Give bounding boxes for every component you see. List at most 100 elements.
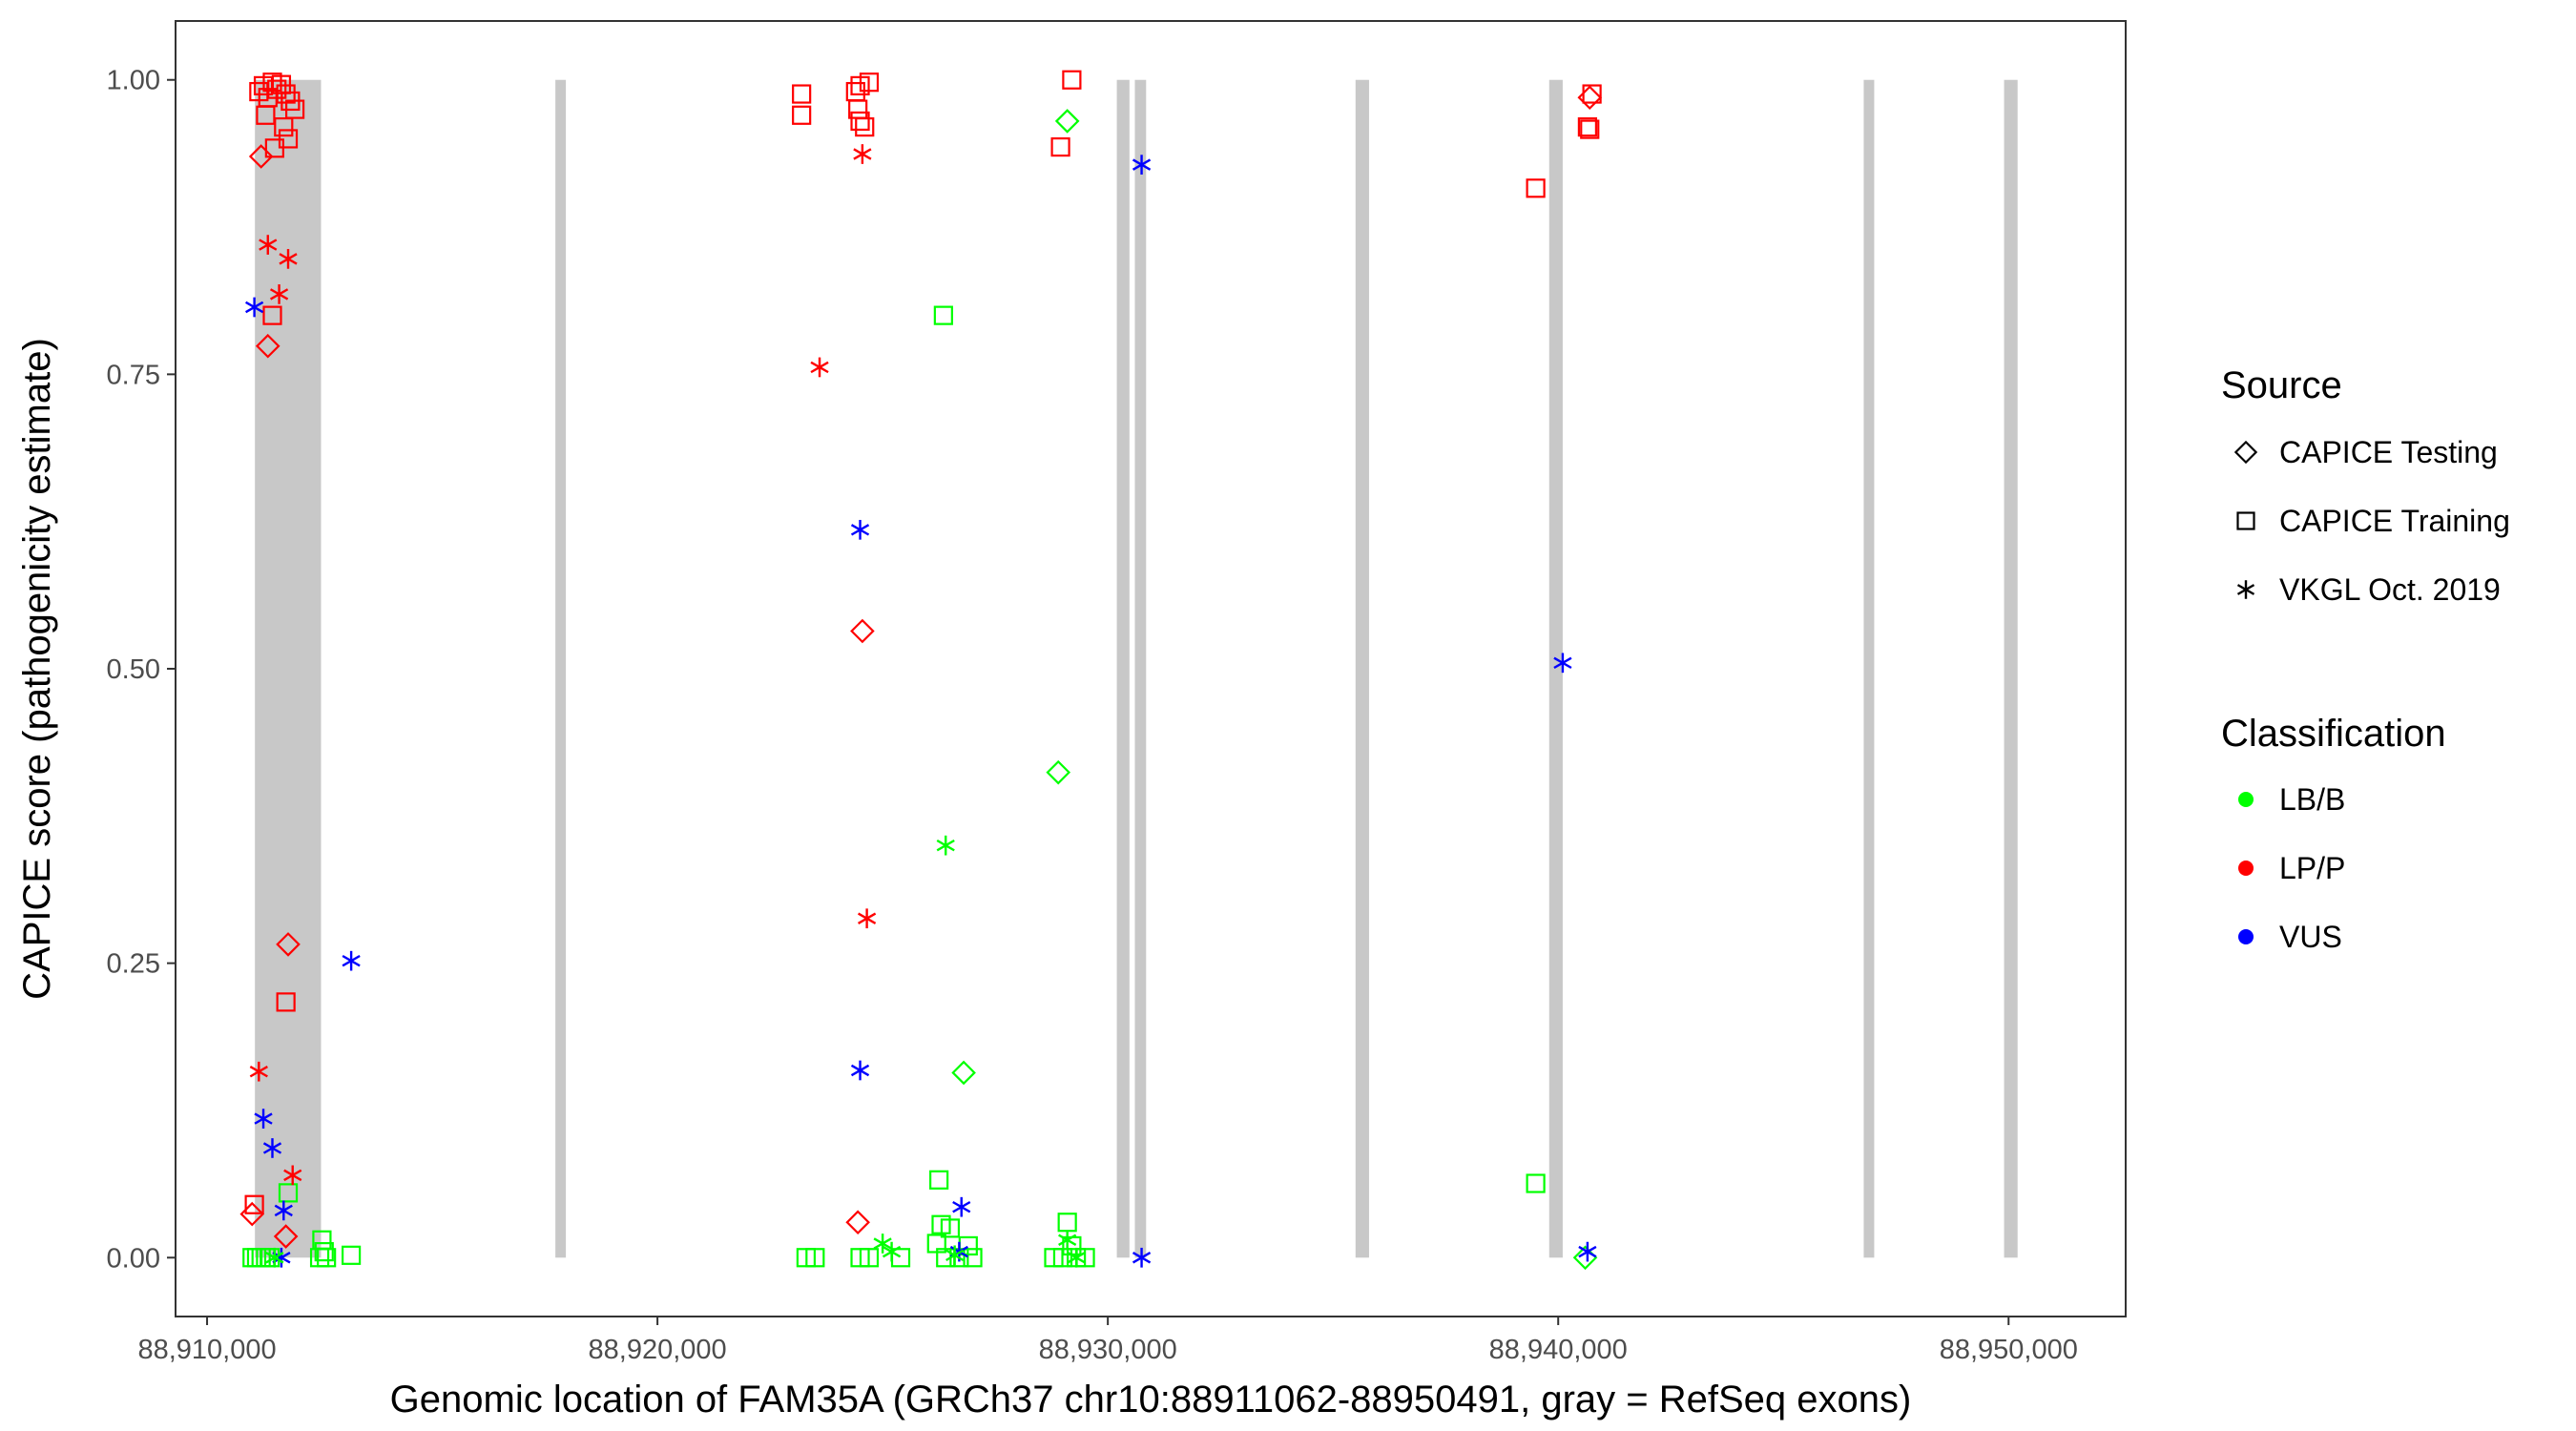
data-point bbox=[284, 99, 305, 119]
y-tick-label: 1.00 bbox=[107, 66, 160, 96]
data-point bbox=[952, 1196, 971, 1217]
data-point bbox=[859, 73, 880, 93]
data-point bbox=[882, 1241, 902, 1262]
data-point bbox=[262, 305, 282, 325]
exon-band-8 bbox=[2004, 79, 2018, 1258]
data-point bbox=[1582, 84, 1602, 104]
y-axis-title: CAPICE score (pathogenicity estimate) bbox=[16, 338, 58, 1000]
data-point bbox=[262, 1138, 282, 1158]
data-point bbox=[254, 1109, 273, 1129]
exon-band-2 bbox=[555, 79, 567, 1258]
data-point bbox=[1526, 178, 1546, 198]
data-point bbox=[255, 333, 280, 359]
data-point bbox=[792, 105, 812, 125]
data-point bbox=[342, 950, 361, 971]
data-point bbox=[283, 1165, 302, 1186]
legend-key-square bbox=[2236, 511, 2255, 530]
data-point bbox=[264, 138, 284, 158]
data-point bbox=[1046, 759, 1071, 785]
data-point bbox=[1580, 119, 1600, 139]
x-tick-label: 88,930,000 bbox=[1039, 1335, 1177, 1365]
y-tick-label: 0.50 bbox=[107, 654, 160, 685]
legend: Source CAPICE Testing CAPICE Training VKGL … bbox=[2221, 364, 2510, 954]
data-point bbox=[845, 1210, 870, 1235]
data-point bbox=[792, 84, 812, 104]
x-axis-title: Genomic location of FAM35A (GRCh37 chr10… bbox=[390, 1379, 1912, 1421]
data-point bbox=[1054, 109, 1080, 134]
y-axis: 0.00 0.25 0.50 0.75 1.00 bbox=[107, 66, 176, 1274]
data-point bbox=[276, 932, 301, 957]
data-point bbox=[858, 908, 877, 929]
x-tick-label: 88,920,000 bbox=[589, 1335, 727, 1365]
data-point bbox=[342, 1245, 362, 1265]
data-point bbox=[314, 1241, 334, 1262]
x-tick-label: 88,940,000 bbox=[1489, 1335, 1628, 1365]
legend-key-dot bbox=[2238, 792, 2254, 807]
legend-label: LP/P bbox=[2279, 851, 2345, 885]
data-point bbox=[269, 284, 289, 304]
data-point bbox=[963, 1248, 983, 1268]
exon-band-1 bbox=[255, 79, 322, 1258]
legend-label: CAPICE Testing bbox=[2279, 435, 2498, 469]
data-point bbox=[805, 1248, 825, 1268]
data-point bbox=[1526, 1173, 1546, 1193]
data-point bbox=[945, 1245, 965, 1266]
x-tick-label: 88,950,000 bbox=[1940, 1335, 2078, 1365]
data-point bbox=[853, 144, 872, 164]
data-point bbox=[259, 235, 278, 255]
data-point bbox=[1553, 653, 1572, 674]
data-point bbox=[859, 1248, 880, 1268]
x-axis: 88,910,000 88,920,000 88,930,000 88,940,000… bbox=[137, 1317, 2078, 1365]
legend-key-dot bbox=[2238, 861, 2254, 876]
exon-band-4 bbox=[1134, 79, 1147, 1258]
data-point bbox=[265, 1247, 284, 1268]
data-point bbox=[855, 117, 875, 137]
x-tick-label: 88,910,000 bbox=[137, 1335, 276, 1365]
legend-label: VKGL Oct. 2019 bbox=[2279, 572, 2501, 607]
data-point bbox=[940, 1218, 961, 1238]
data-point bbox=[1050, 136, 1070, 157]
y-tick-label: 0.00 bbox=[107, 1243, 160, 1274]
data-point bbox=[1577, 117, 1597, 137]
data-point bbox=[951, 1060, 976, 1086]
data-point bbox=[248, 144, 274, 169]
data-points bbox=[239, 70, 1603, 1271]
legend-label: VUS bbox=[2279, 920, 2342, 954]
data-point bbox=[274, 117, 294, 137]
legend-key-dot bbox=[2238, 929, 2254, 944]
data-point bbox=[278, 1183, 299, 1203]
exon-band-5 bbox=[1355, 79, 1369, 1258]
data-point bbox=[850, 519, 870, 540]
data-point bbox=[936, 835, 955, 856]
data-point bbox=[274, 1200, 293, 1221]
data-point bbox=[810, 357, 829, 378]
exon-band-3 bbox=[1116, 79, 1130, 1258]
data-point bbox=[279, 249, 298, 269]
data-point bbox=[850, 618, 875, 644]
legend-label: CAPICE Training bbox=[2279, 504, 2510, 538]
legend-key-diamond bbox=[2233, 440, 2258, 465]
y-tick-label: 0.25 bbox=[107, 949, 160, 980]
legend-title-classification: Classification bbox=[2221, 713, 2446, 755]
data-point bbox=[1062, 70, 1082, 90]
data-point bbox=[1067, 1247, 1086, 1268]
data-point bbox=[260, 1248, 280, 1268]
data-point bbox=[850, 111, 870, 132]
legend-label: LB/B bbox=[2279, 782, 2345, 817]
legend-key-asterisk bbox=[2236, 580, 2255, 599]
data-point bbox=[276, 992, 296, 1012]
data-point bbox=[249, 1061, 268, 1082]
data-point bbox=[873, 1234, 892, 1254]
exon-band-6 bbox=[1548, 79, 1563, 1258]
data-point bbox=[273, 1224, 299, 1249]
data-point bbox=[1132, 155, 1152, 175]
legend-title-source: Source bbox=[2221, 364, 2342, 406]
data-point bbox=[1058, 1230, 1077, 1251]
panel-background bbox=[176, 21, 2126, 1317]
data-point bbox=[309, 1248, 330, 1268]
data-point bbox=[850, 1060, 870, 1081]
data-point bbox=[933, 305, 953, 325]
y-tick-label: 0.75 bbox=[107, 360, 160, 390]
data-point bbox=[244, 1194, 264, 1214]
